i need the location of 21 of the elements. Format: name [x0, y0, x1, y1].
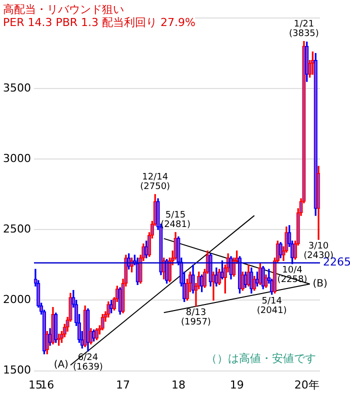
- annotation: 5/14 (2041): [256, 296, 287, 316]
- annotation: 6/24 (1639): [73, 353, 103, 373]
- x-tick-label: 17: [116, 378, 130, 392]
- chart-subtitle: PER 14.3 PBR 1.3 配当利回り 27.9%: [3, 16, 196, 29]
- y-tick-label: 2000: [2, 293, 31, 306]
- series-label: (B): [312, 278, 328, 290]
- annotation: 12/14 (2750): [140, 172, 170, 192]
- annotation: 1/21 (3835): [288, 20, 319, 40]
- y-tick-label: 1500: [2, 364, 31, 377]
- y-tick-label: 2500: [2, 222, 31, 236]
- x-tick-label: 16: [40, 378, 54, 392]
- annotation: （）は高値・安値です: [206, 352, 316, 366]
- y-tick-label: 3000: [2, 152, 31, 165]
- y-tick-label: 3500: [2, 81, 31, 94]
- series-label: (A): [54, 360, 69, 371]
- x-tick-label: 15: [28, 378, 42, 392]
- chart-title: 高配当・リバウンド狙い: [3, 3, 125, 16]
- annotation: 8/13 (1957): [181, 308, 211, 328]
- x-tick-label: 20年: [294, 378, 320, 392]
- x-tick-label: 19: [230, 378, 244, 392]
- x-tick-label: 18: [171, 378, 186, 392]
